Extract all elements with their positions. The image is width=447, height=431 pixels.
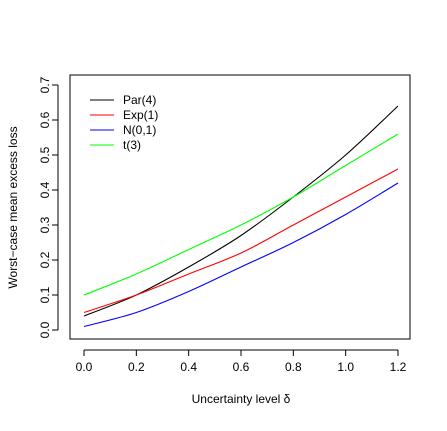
y-tick-label: 0.0 xyxy=(38,321,52,338)
y-tick-label: 0.3 xyxy=(38,216,52,233)
legend-label: N(0,1) xyxy=(123,123,156,137)
x-tick-label: 0.0 xyxy=(76,360,93,374)
y-tick-label: 0.2 xyxy=(38,251,52,268)
y-axis-label: Worst−case mean excess loss xyxy=(6,126,20,288)
x-tick-label: 0.2 xyxy=(128,360,145,374)
y-axis: 0.0 0.1 0.2 0.3 0.4 0.5 0.6 0.7 xyxy=(38,76,59,338)
plot-frame xyxy=(69,74,411,340)
series-lines xyxy=(83,105,399,328)
y-tick-label: 0.5 xyxy=(38,146,52,163)
x-tick-label: 0.8 xyxy=(285,360,302,374)
series-line-t(3) xyxy=(83,133,399,296)
x-axis-label: Uncertainty level δ xyxy=(192,392,291,406)
x-tick-label: 1.0 xyxy=(337,360,354,374)
x-tick-label: 0.6 xyxy=(233,360,250,374)
legend-label: Exp(1) xyxy=(123,108,158,122)
legend-label: Par(4) xyxy=(123,93,156,107)
x-tick-label: 0.4 xyxy=(180,360,197,374)
y-tick-label: 0.7 xyxy=(38,76,52,93)
series-line-Exp(1) xyxy=(83,168,399,314)
y-tick-label: 0.6 xyxy=(38,111,52,128)
legend: Par(4)Exp(1)N(0,1)t(3) xyxy=(90,93,158,152)
y-tick-label: 0.1 xyxy=(38,286,52,303)
x-axis: 0.0 0.2 0.4 0.6 0.8 1.0 1.2 xyxy=(76,349,407,374)
x-tick-label: 1.2 xyxy=(390,360,407,374)
y-tick-label: 0.4 xyxy=(38,181,52,198)
series-line-N(0,1) xyxy=(83,182,399,328)
legend-label: t(3) xyxy=(123,138,141,152)
